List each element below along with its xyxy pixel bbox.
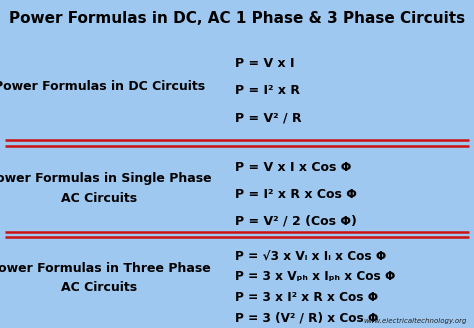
Text: P = 3 x I² x R x Cos Φ: P = 3 x I² x R x Cos Φ [235,291,378,304]
Text: AC Circuits: AC Circuits [62,281,137,294]
Text: AC Circuits: AC Circuits [62,192,137,205]
Text: Power Formulas in DC, AC 1 Phase & 3 Phase Circuits: Power Formulas in DC, AC 1 Phase & 3 Pha… [9,11,465,27]
Text: Power Formulas in Three Phase: Power Formulas in Three Phase [0,262,210,275]
Text: P = V x I x Cos Φ: P = V x I x Cos Φ [235,161,351,174]
Text: www.electricaltechnology.org: www.electricaltechnology.org [364,318,467,324]
Text: P = 3 (V² / R) x Cos Φ: P = 3 (V² / R) x Cos Φ [235,311,378,324]
Text: P = 3 x Vₚₕ x Iₚₕ x Cos Φ: P = 3 x Vₚₕ x Iₚₕ x Cos Φ [235,270,395,283]
Text: P = V x I: P = V x I [235,57,294,71]
Text: P = √3 x Vₗ x Iₗ x Cos Φ: P = √3 x Vₗ x Iₗ x Cos Φ [235,249,386,262]
Text: P = I² x R: P = I² x R [235,84,300,97]
Text: Power Formulas in Single Phase: Power Formulas in Single Phase [0,172,212,185]
Text: P = I² x R x Cos Φ: P = I² x R x Cos Φ [235,188,356,201]
Text: P = V² / 2 (Cos Φ): P = V² / 2 (Cos Φ) [235,215,356,228]
Text: Power Formulas in DC Circuits: Power Formulas in DC Circuits [0,80,205,92]
Text: P = V² / R: P = V² / R [235,111,301,124]
